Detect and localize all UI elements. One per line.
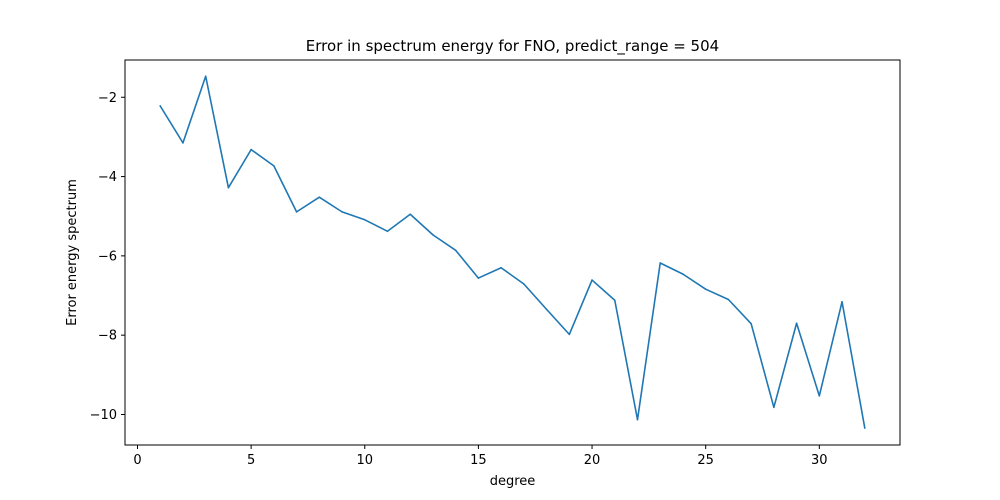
data-point [273,165,275,167]
x-axis-label: degree [490,474,536,489]
axes-layer [124,59,901,446]
data-point [523,283,525,285]
data-point [613,299,616,302]
data-point [568,333,571,336]
data-layer [159,75,866,429]
data-point [500,266,502,269]
data-point [704,288,707,290]
data-point [863,427,866,429]
data-point [318,196,321,198]
plot-area [125,60,900,445]
data-point [250,148,252,151]
data-point [750,322,752,325]
y-axis-label: Error energy spectrum [65,179,80,326]
x-tick-label: 5 [247,453,255,468]
x-tick-label: 30 [811,453,828,468]
data-point [363,218,366,221]
data-point [182,142,184,144]
data-point [773,406,775,409]
y-tick-label: −10 [90,408,117,423]
data-point [659,262,662,264]
x-tick-label: 10 [356,453,373,468]
data-point [432,234,434,236]
data-point [204,75,207,78]
data-point [227,186,230,189]
data-point [841,301,843,303]
x-tick-label: 20 [584,453,601,468]
data-point [727,298,730,301]
data-point [545,308,548,311]
x-axis-ticks: 0 5 10 15 20 25 30 [133,445,828,468]
data-point [409,213,412,216]
data-point [477,277,480,279]
x-tick-label: 15 [470,453,487,468]
data-point [682,273,684,275]
x-tick-label: 25 [697,453,714,468]
data-point [159,105,162,107]
axes-frame [124,59,901,446]
data-point [341,211,343,213]
x-tick-label: 0 [133,453,141,468]
y-tick-label: −2 [98,91,117,106]
y-tick-label: −6 [98,249,117,264]
series-line [159,75,866,429]
data-point [636,418,639,421]
y-axis-ticks: −2 −4 −6 −8 −10 [90,91,125,423]
data-point [591,279,593,281]
data-point [795,322,798,325]
data-point [818,395,821,397]
chart-title: Error in spectrum energy for FNO, predic… [306,37,719,56]
y-tick-label: −8 [98,329,117,344]
data-point [386,230,389,233]
data-point [295,211,298,213]
data-point [454,249,457,252]
y-tick-label: −4 [98,170,117,185]
